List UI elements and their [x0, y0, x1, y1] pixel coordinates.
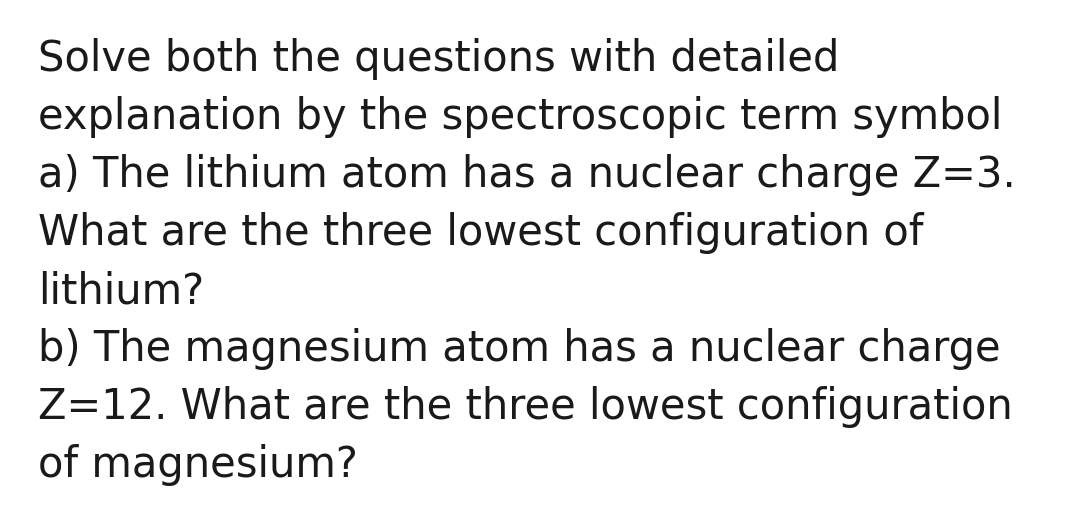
Text: lithium?: lithium?	[38, 270, 204, 312]
Text: Z=12. What are the three lowest configuration: Z=12. What are the three lowest configur…	[38, 386, 1013, 428]
Text: b) The magnesium atom has a nuclear charge: b) The magnesium atom has a nuclear char…	[38, 328, 1001, 370]
Text: Solve both the questions with detailed: Solve both the questions with detailed	[38, 38, 839, 80]
Text: What are the three lowest configuration of: What are the three lowest configuration …	[38, 212, 923, 254]
Text: explanation by the spectroscopic term symbol: explanation by the spectroscopic term sy…	[38, 96, 1002, 138]
Text: of magnesium?: of magnesium?	[38, 444, 357, 486]
Text: a) The lithium atom has a nuclear charge Z=3.: a) The lithium atom has a nuclear charge…	[38, 154, 1016, 196]
